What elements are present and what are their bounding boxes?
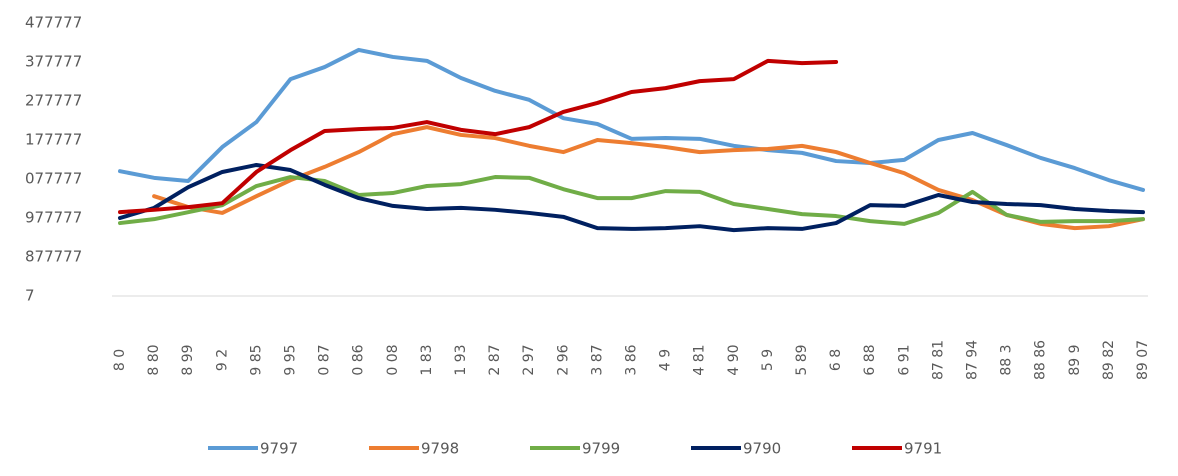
x-tick-label: 5 9 [760, 349, 776, 371]
series-line [118, 175, 1145, 226]
x-tick-label: 4 90 [726, 344, 742, 375]
x-tick-label: 8 99 [180, 344, 196, 375]
x-tick-label: 8 0 [112, 349, 128, 371]
x-tick-label: 3 87 [589, 344, 605, 375]
legend-label: 9797 [260, 440, 298, 458]
x-tick-label: 9 85 [248, 344, 264, 375]
x-tick-label: 2 97 [521, 344, 537, 375]
x-tick-label: 5 89 [794, 344, 810, 375]
y-tick-label: 077777 [25, 170, 82, 188]
x-tick-label: 6 8 [828, 349, 844, 371]
y-tick-label: 7 [25, 287, 35, 305]
x-tick-label: 1 83 [419, 344, 435, 375]
x-tick-label: 9 2 [214, 349, 230, 371]
series-line [118, 162, 1145, 233]
x-tick-label: 1 93 [453, 344, 469, 375]
x-tick-label: 89 9 [1067, 344, 1083, 375]
x-tick-label: 0 87 [317, 344, 333, 375]
y-tick-label: 977777 [25, 209, 82, 227]
x-tick-label: 6 91 [896, 344, 912, 375]
x-tick-label: 87 94 [965, 340, 981, 380]
y-tick-label: 277777 [25, 92, 82, 110]
x-tick-label: 9 95 [283, 344, 299, 375]
x-tick-label: 8 80 [146, 344, 162, 375]
x-tick-label: 89 82 [1101, 340, 1117, 380]
x-tick-label: 88 86 [1033, 340, 1049, 380]
x-tick-label: 3 86 [624, 344, 640, 375]
y-tick-label: 377777 [25, 53, 82, 71]
x-tick-label: 2 87 [487, 344, 503, 375]
y-tick-label: 877777 [25, 248, 82, 266]
legend-label: 9799 [582, 440, 620, 458]
x-tick-label: 0 08 [385, 344, 401, 375]
y-tick-label: 477777 [25, 14, 82, 32]
x-tick-label: 0 86 [351, 344, 367, 375]
x-tick-label: 88 3 [999, 344, 1015, 375]
legend-label: 9790 [743, 440, 781, 458]
legend-label: 9791 [904, 440, 942, 458]
x-tick-label: 89 07 [1135, 340, 1151, 380]
x-tick-label: 4 9 [658, 349, 674, 371]
x-tick-label: 4 81 [692, 344, 708, 375]
y-tick-label: 177777 [25, 131, 82, 149]
series-line [118, 47, 1145, 192]
series-line [118, 58, 839, 215]
x-tick-label: 6 88 [862, 344, 878, 375]
x-tick-label: 2 96 [555, 344, 571, 375]
x-tick-label: 87 81 [930, 340, 946, 380]
legend-label: 9798 [421, 440, 459, 458]
